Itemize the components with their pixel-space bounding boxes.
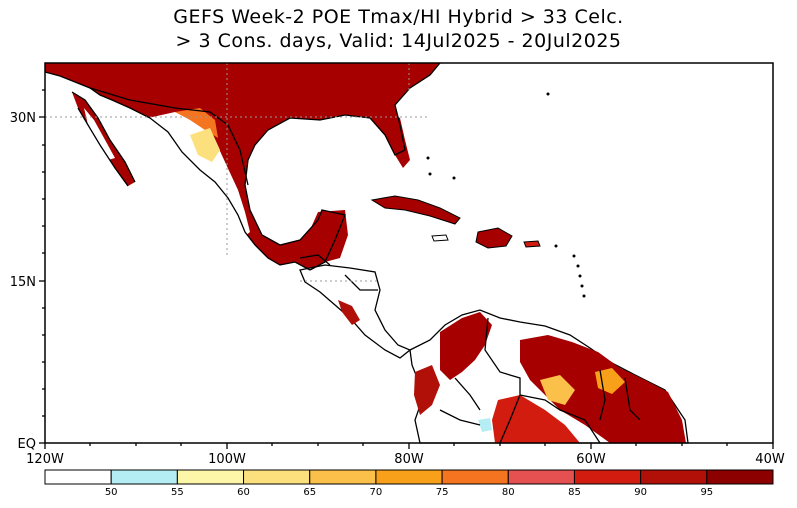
map-title-line-2: > 3 Cons. days, Valid: 14Jul2025 - 20Jul… xyxy=(175,30,622,52)
y-label-30n: 30N xyxy=(10,111,36,126)
colorbar-swatch xyxy=(309,469,377,485)
colorbar-swatch xyxy=(640,469,708,485)
lesser-antilles xyxy=(426,92,586,298)
x-label-120w: 120W xyxy=(26,452,64,467)
x-axis xyxy=(44,443,774,449)
colorbar-label: 90 xyxy=(634,487,647,498)
colorbar-label: 95 xyxy=(700,487,713,498)
x-label-100w: 100W xyxy=(208,452,246,467)
colorbar-label: 50 xyxy=(105,487,118,498)
colorbar-label: 70 xyxy=(370,487,383,498)
puerto-rico xyxy=(523,240,541,248)
colorbar-label: 80 xyxy=(502,487,515,498)
moderate-prob-amazon xyxy=(540,375,575,405)
colorbar: 50 55 60 65 70 75 80 85 90 95 xyxy=(44,469,774,498)
colorbar-swatch xyxy=(176,469,245,485)
y-label-15n: 15N xyxy=(10,275,36,290)
colorbar-label: 65 xyxy=(303,487,316,498)
map-plot xyxy=(44,62,774,444)
colorbar-swatch xyxy=(110,469,178,485)
hot-region-amazon xyxy=(492,395,580,443)
x-label-80w: 80W xyxy=(394,452,424,467)
country-borders xyxy=(89,87,641,444)
cuba xyxy=(370,195,461,225)
hot-region-colombia xyxy=(414,365,440,415)
colorbar-swatch xyxy=(573,469,642,485)
graticule xyxy=(45,63,430,282)
x-label-40w: 40W xyxy=(755,452,785,467)
baja-interior xyxy=(84,108,115,160)
hispaniola xyxy=(475,227,513,249)
hot-region-south-america-north xyxy=(440,312,492,380)
jamaica xyxy=(431,234,449,242)
colorbar-label: 60 xyxy=(237,487,250,498)
colorbar-swatch xyxy=(243,469,311,485)
central-america-hot xyxy=(338,300,360,325)
colorbar-swatch xyxy=(441,469,509,485)
y-axis xyxy=(39,89,45,444)
colorbar-label: 75 xyxy=(436,487,449,498)
colorbar-swatch xyxy=(706,469,774,485)
y-label-eq: EQ xyxy=(18,437,36,452)
colorbar-label: 85 xyxy=(568,487,581,498)
map-title-line-1: GEFS Week-2 POE Tmax/HI Hybrid > 33 Celc… xyxy=(173,6,624,28)
colorbar-swatch xyxy=(375,469,443,485)
low-prob-amazon xyxy=(478,418,492,432)
coastlines xyxy=(44,62,441,271)
low-prob-mexico-interior xyxy=(148,112,250,240)
colorbar-swatch xyxy=(44,469,112,485)
moderate-prob-baja xyxy=(190,128,220,162)
x-label-60w: 60W xyxy=(576,452,606,467)
colorbar-swatch xyxy=(507,469,575,485)
colorbar-label: 55 xyxy=(171,487,184,498)
